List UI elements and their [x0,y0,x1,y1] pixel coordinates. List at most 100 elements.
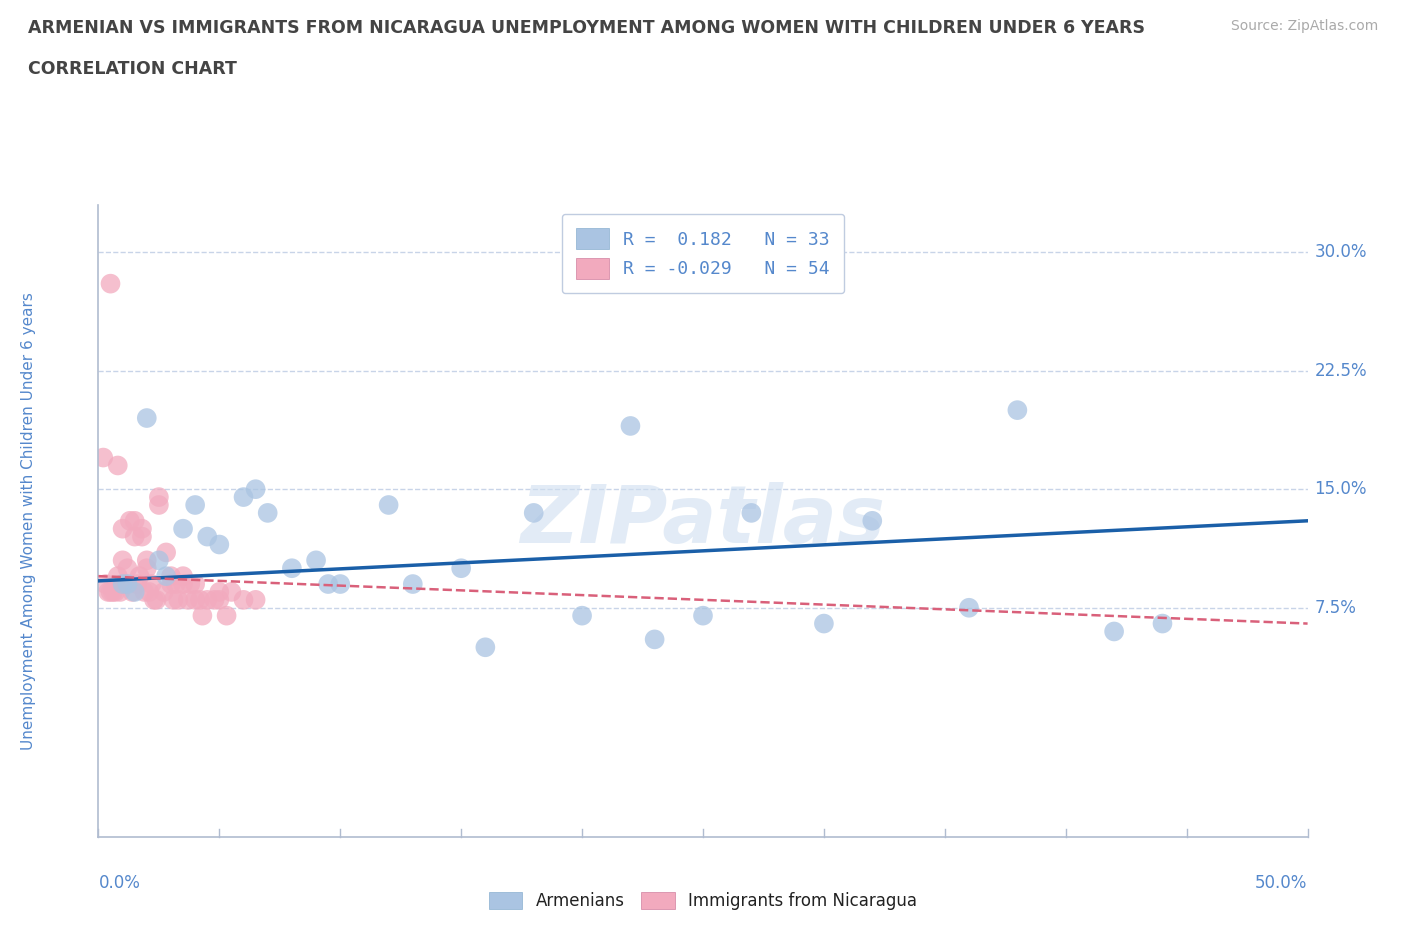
Point [571,608,593,623]
Point [160,568,183,584]
Text: 30.0%: 30.0% [1315,243,1367,261]
Point [305,552,328,567]
Point [316,577,339,591]
Point [165,577,187,591]
Point [148,552,170,567]
Point [191,608,214,623]
Point [195,592,218,607]
Point [107,458,129,472]
Text: 50.0%: 50.0% [1256,874,1308,892]
Point [1152,616,1174,631]
Point [97,585,120,600]
Text: ARMENIAN VS IMMIGRANTS FROM NICARAGUA UNEMPLOYMENT AMONG WOMEN WITH CHILDREN UND: ARMENIAN VS IMMIGRANTS FROM NICARAGUA UN… [28,19,1144,36]
Point [145,592,167,607]
Point [208,592,231,607]
Point [619,418,641,433]
Point [104,585,127,600]
Point [124,529,146,544]
Point [167,592,190,607]
Text: ZIPatlas: ZIPatlas [520,482,886,560]
Text: 7.5%: 7.5% [1315,599,1357,617]
Text: Source: ZipAtlas.com: Source: ZipAtlas.com [1230,19,1378,33]
Text: Unemployment Among Women with Children Under 6 years: Unemployment Among Women with Children U… [21,292,35,750]
Point [957,601,980,616]
Point [101,585,124,600]
Point [91,450,114,465]
Point [177,592,200,607]
Point [111,577,134,591]
Point [172,521,194,536]
Point [118,513,141,528]
Point [208,585,231,600]
Point [160,577,183,591]
Point [108,585,131,600]
Point [100,585,122,600]
Point [135,552,157,567]
Point [215,608,238,623]
Point [128,568,150,584]
Point [114,577,136,591]
Point [740,506,762,521]
Point [121,585,143,600]
Point [256,506,278,521]
Point [204,592,226,607]
Point [644,632,666,647]
Point [100,276,122,291]
Point [184,577,207,591]
Point [860,513,883,528]
Point [172,568,194,584]
Point [127,577,149,591]
Point [131,521,153,536]
Point [155,568,177,584]
Point [117,577,139,591]
Point [138,585,160,600]
Point [124,513,146,528]
Point [141,577,163,591]
Point [94,577,117,591]
Point [117,561,139,576]
Point [450,561,472,576]
Point [245,592,267,607]
Point [124,585,146,600]
Point [813,616,835,631]
Point [111,521,134,536]
Point [184,592,207,607]
Legend: R =  0.182   N = 33, R = -0.029   N = 54: R = 0.182 N = 33, R = -0.029 N = 54 [562,214,844,293]
Point [402,577,425,591]
Point [1102,624,1125,639]
Point [172,577,194,591]
Point [179,577,201,591]
Point [208,538,231,552]
Point [281,561,304,576]
Point [232,592,254,607]
Text: 15.0%: 15.0% [1315,480,1367,498]
Text: 22.5%: 22.5% [1315,362,1367,379]
Point [184,498,207,512]
Point [1007,403,1029,418]
Point [523,506,546,521]
Point [245,482,267,497]
Point [162,592,184,607]
Point [152,585,174,600]
Point [377,498,399,512]
Point [134,585,156,600]
Point [232,489,254,504]
Text: CORRELATION CHART: CORRELATION CHART [28,60,238,78]
Point [195,529,218,544]
Point [692,608,714,623]
Legend: Armenians, Immigrants from Nicaragua: Armenians, Immigrants from Nicaragua [482,885,924,917]
Point [135,410,157,425]
Text: 0.0%: 0.0% [98,874,141,892]
Point [221,585,243,600]
Point [155,545,177,560]
Point [107,568,129,584]
Point [131,529,153,544]
Point [329,577,352,591]
Point [148,489,170,504]
Point [474,640,496,655]
Point [111,552,134,567]
Point [148,498,170,512]
Point [188,592,211,607]
Point [135,561,157,576]
Point [143,592,166,607]
